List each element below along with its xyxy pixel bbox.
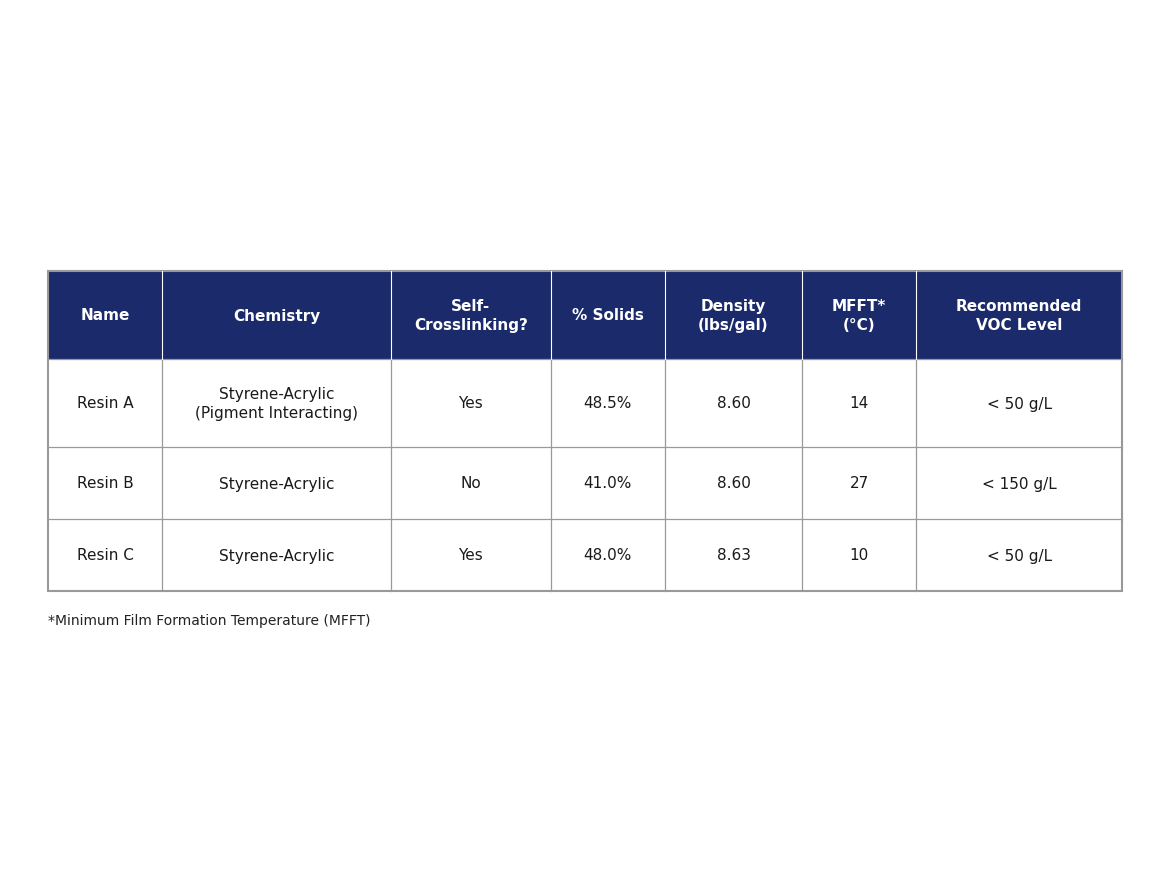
- Bar: [48, 519, 1122, 591]
- Text: Yes: Yes: [459, 548, 483, 563]
- Text: Resin A: Resin A: [77, 396, 133, 411]
- Text: Styrene-Acrylic: Styrene-Acrylic: [219, 476, 335, 491]
- Text: Recommended
VOC Level: Recommended VOC Level: [956, 298, 1082, 332]
- Bar: [48, 447, 1122, 519]
- Text: Chemistry: Chemistry: [233, 308, 321, 323]
- Text: 8.60: 8.60: [716, 396, 750, 411]
- Text: 10: 10: [849, 548, 869, 563]
- Text: No: No: [460, 476, 481, 491]
- Text: *Minimum Film Formation Temperature (MFFT): *Minimum Film Formation Temperature (MFF…: [48, 613, 371, 627]
- Text: 8.63: 8.63: [716, 548, 750, 563]
- Text: 48.5%: 48.5%: [584, 396, 632, 411]
- Text: 8.60: 8.60: [716, 476, 750, 491]
- Bar: [48, 360, 1122, 447]
- Text: < 50 g/L: < 50 g/L: [986, 396, 1052, 411]
- Text: MFFT*
(°C): MFFT* (°C): [832, 298, 887, 332]
- Text: < 150 g/L: < 150 g/L: [982, 476, 1057, 491]
- Text: Density
(lbs/gal): Density (lbs/gal): [698, 298, 769, 332]
- Text: Yes: Yes: [459, 396, 483, 411]
- Text: Styrene-Acrylic
(Pigment Interacting): Styrene-Acrylic (Pigment Interacting): [195, 387, 358, 420]
- Bar: [48, 272, 1122, 591]
- Text: Styrene-Acrylic: Styrene-Acrylic: [219, 548, 335, 563]
- Text: 48.0%: 48.0%: [584, 548, 632, 563]
- Text: 41.0%: 41.0%: [584, 476, 632, 491]
- Text: Name: Name: [81, 308, 130, 323]
- Text: < 50 g/L: < 50 g/L: [986, 548, 1052, 563]
- Text: Resin B: Resin B: [77, 476, 133, 491]
- Text: 14: 14: [849, 396, 869, 411]
- Text: Resin C: Resin C: [77, 548, 133, 563]
- Text: Self-
Crosslinking?: Self- Crosslinking?: [414, 298, 528, 332]
- Text: % Solids: % Solids: [572, 308, 644, 323]
- Bar: [48, 272, 1122, 360]
- Text: 27: 27: [849, 476, 869, 491]
